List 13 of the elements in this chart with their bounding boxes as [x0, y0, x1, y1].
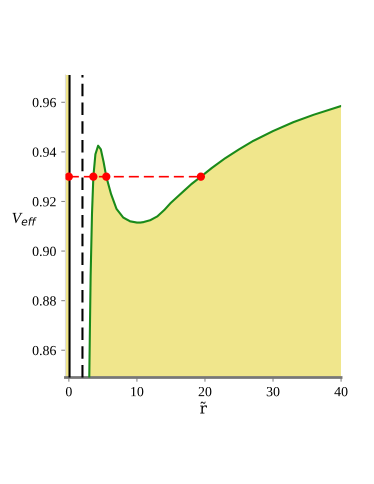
y-tick-label: 0.92	[32, 197, 56, 206]
x-tick-label: 40	[334, 386, 348, 396]
y-tick-label: 0.96	[32, 98, 56, 108]
x-tick-label: 10	[131, 386, 144, 396]
y-axis-title: V$_{eff}$	[12, 212, 37, 226]
x-tick-label: 0	[66, 386, 72, 396]
x-axis-title: r̃	[200, 402, 207, 414]
y-tick-label: 0.94	[32, 147, 56, 157]
x-tick-label: 20	[198, 386, 212, 396]
x-tick-label: 30	[266, 386, 280, 396]
y-tick-label: 0.86	[32, 346, 56, 356]
y-tick-label: 0.88	[32, 296, 56, 306]
y-tick-label: 0.90	[32, 246, 56, 256]
